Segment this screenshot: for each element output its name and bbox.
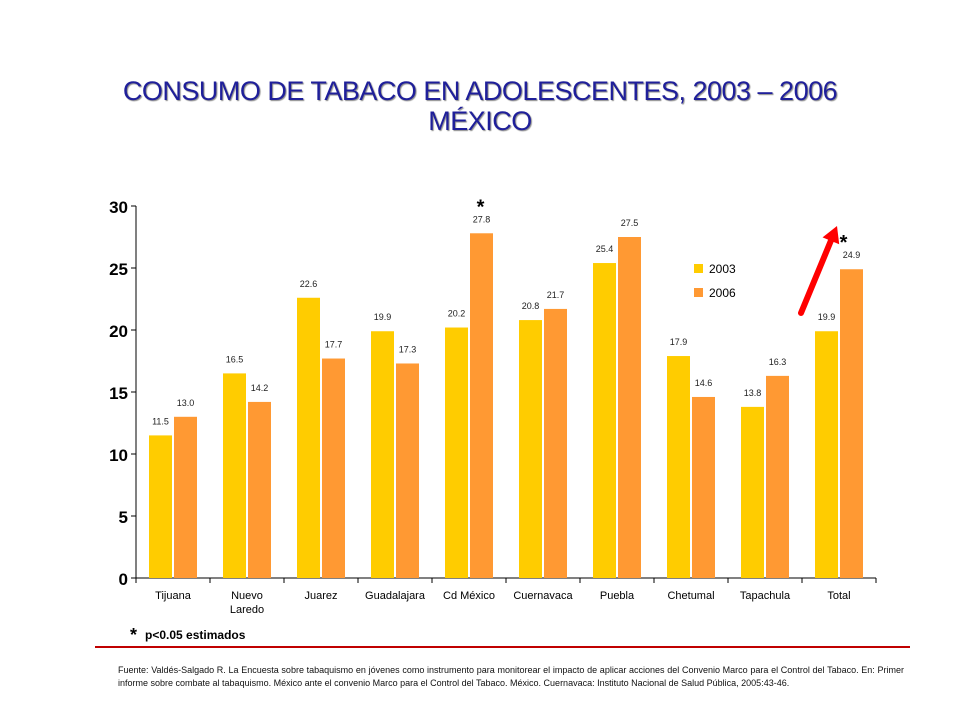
bar-2003 [593, 263, 616, 578]
footnote-text: p<0.05 estimados [145, 628, 246, 642]
bar-2006 [544, 308, 567, 578]
bar-2006 [396, 363, 419, 578]
increase-arrow [798, 237, 834, 316]
data-label: 24.9 [843, 250, 861, 260]
legend-label: 2003 [709, 262, 736, 276]
data-label: 27.5 [621, 218, 639, 228]
divider-line [95, 646, 910, 648]
data-label: 19.9 [818, 312, 836, 322]
x-tick-label: Tapachula [740, 590, 791, 602]
y-tick-label: 5 [119, 508, 128, 527]
data-label: 20.2 [448, 309, 466, 319]
chart-title: CONSUMO DE TABACO EN ADOLESCENTES, 2003 … [0, 76, 960, 136]
bar-2003 [519, 320, 542, 578]
data-label: 25.4 [596, 244, 614, 254]
y-tick-label: 20 [109, 322, 128, 341]
bar-2006 [322, 358, 345, 578]
data-label: 20.8 [522, 301, 540, 311]
x-tick-label: Laredo [230, 604, 264, 616]
source-citation: Fuente: Valdés-Salgado R. La Encuesta so… [118, 665, 904, 688]
y-tick-label: 15 [109, 384, 128, 403]
bar-2003 [371, 331, 394, 578]
data-label: 22.6 [300, 279, 318, 289]
bar-2006 [618, 237, 641, 578]
data-label: 17.3 [399, 344, 417, 354]
y-tick-label: 25 [109, 260, 128, 279]
bar-2003 [149, 435, 172, 578]
footnote-star: * [130, 625, 138, 645]
bar-2003 [445, 327, 468, 578]
significance-star: * [840, 232, 848, 254]
x-tick-label: Nuevo [231, 590, 263, 602]
data-label: 17.9 [670, 337, 688, 347]
bar-2006 [692, 396, 715, 578]
data-label: 21.7 [547, 290, 565, 300]
bar-2003 [223, 373, 246, 578]
bar-2006 [248, 401, 271, 578]
chart-title-line-2: MÉXICO [428, 106, 532, 136]
y-tick-label: 10 [109, 446, 128, 465]
data-label: 27.8 [473, 214, 491, 224]
bar-2006 [766, 375, 789, 578]
legend-swatch-2006 [694, 288, 703, 297]
x-tick-label: Cd México [443, 590, 495, 602]
x-tick-label: Total [827, 590, 850, 602]
bar-2003 [815, 331, 838, 578]
x-tick-label: Tijuana [155, 590, 192, 602]
legend-label: 2006 [709, 286, 736, 300]
data-label: 16.3 [769, 357, 787, 367]
x-tick-label: Juarez [304, 590, 337, 602]
bar-2006 [470, 233, 493, 578]
bar-2003 [297, 297, 320, 578]
x-tick-label: Guadalajara [365, 590, 426, 602]
x-tick-label: Puebla [600, 590, 635, 602]
x-tick-label: Cuernavaca [513, 590, 573, 602]
significance-footnote: * p<0.05 estimados [130, 625, 245, 646]
bar-2006 [174, 416, 197, 578]
data-label: 13.8 [744, 388, 762, 398]
data-label: 13.0 [177, 398, 195, 408]
y-tick-label: 0 [119, 570, 128, 589]
legend-swatch-2003 [694, 264, 703, 273]
bar-2003 [667, 356, 690, 578]
chart-title-line-1: CONSUMO DE TABACO EN ADOLESCENTES, 2003 … [122, 76, 838, 106]
significance-star: * [477, 196, 485, 218]
bar-2006 [840, 269, 863, 578]
data-label: 19.9 [374, 312, 392, 322]
increase-arrow-head [822, 226, 840, 245]
data-label: 14.6 [695, 378, 713, 388]
data-label: 14.2 [251, 383, 269, 393]
bar-chart: 0 5 10 15 20 25 30 11.5 13.0 Tijuana 16.5 14.2 Nuevo… [109, 196, 877, 616]
data-label: 11.5 [152, 416, 169, 426]
y-tick-label: 30 [109, 198, 128, 217]
data-label: 17.7 [325, 340, 343, 350]
x-tick-label: Chetumal [667, 590, 714, 602]
data-label: 16.5 [226, 354, 244, 364]
bar-2003 [741, 406, 764, 578]
